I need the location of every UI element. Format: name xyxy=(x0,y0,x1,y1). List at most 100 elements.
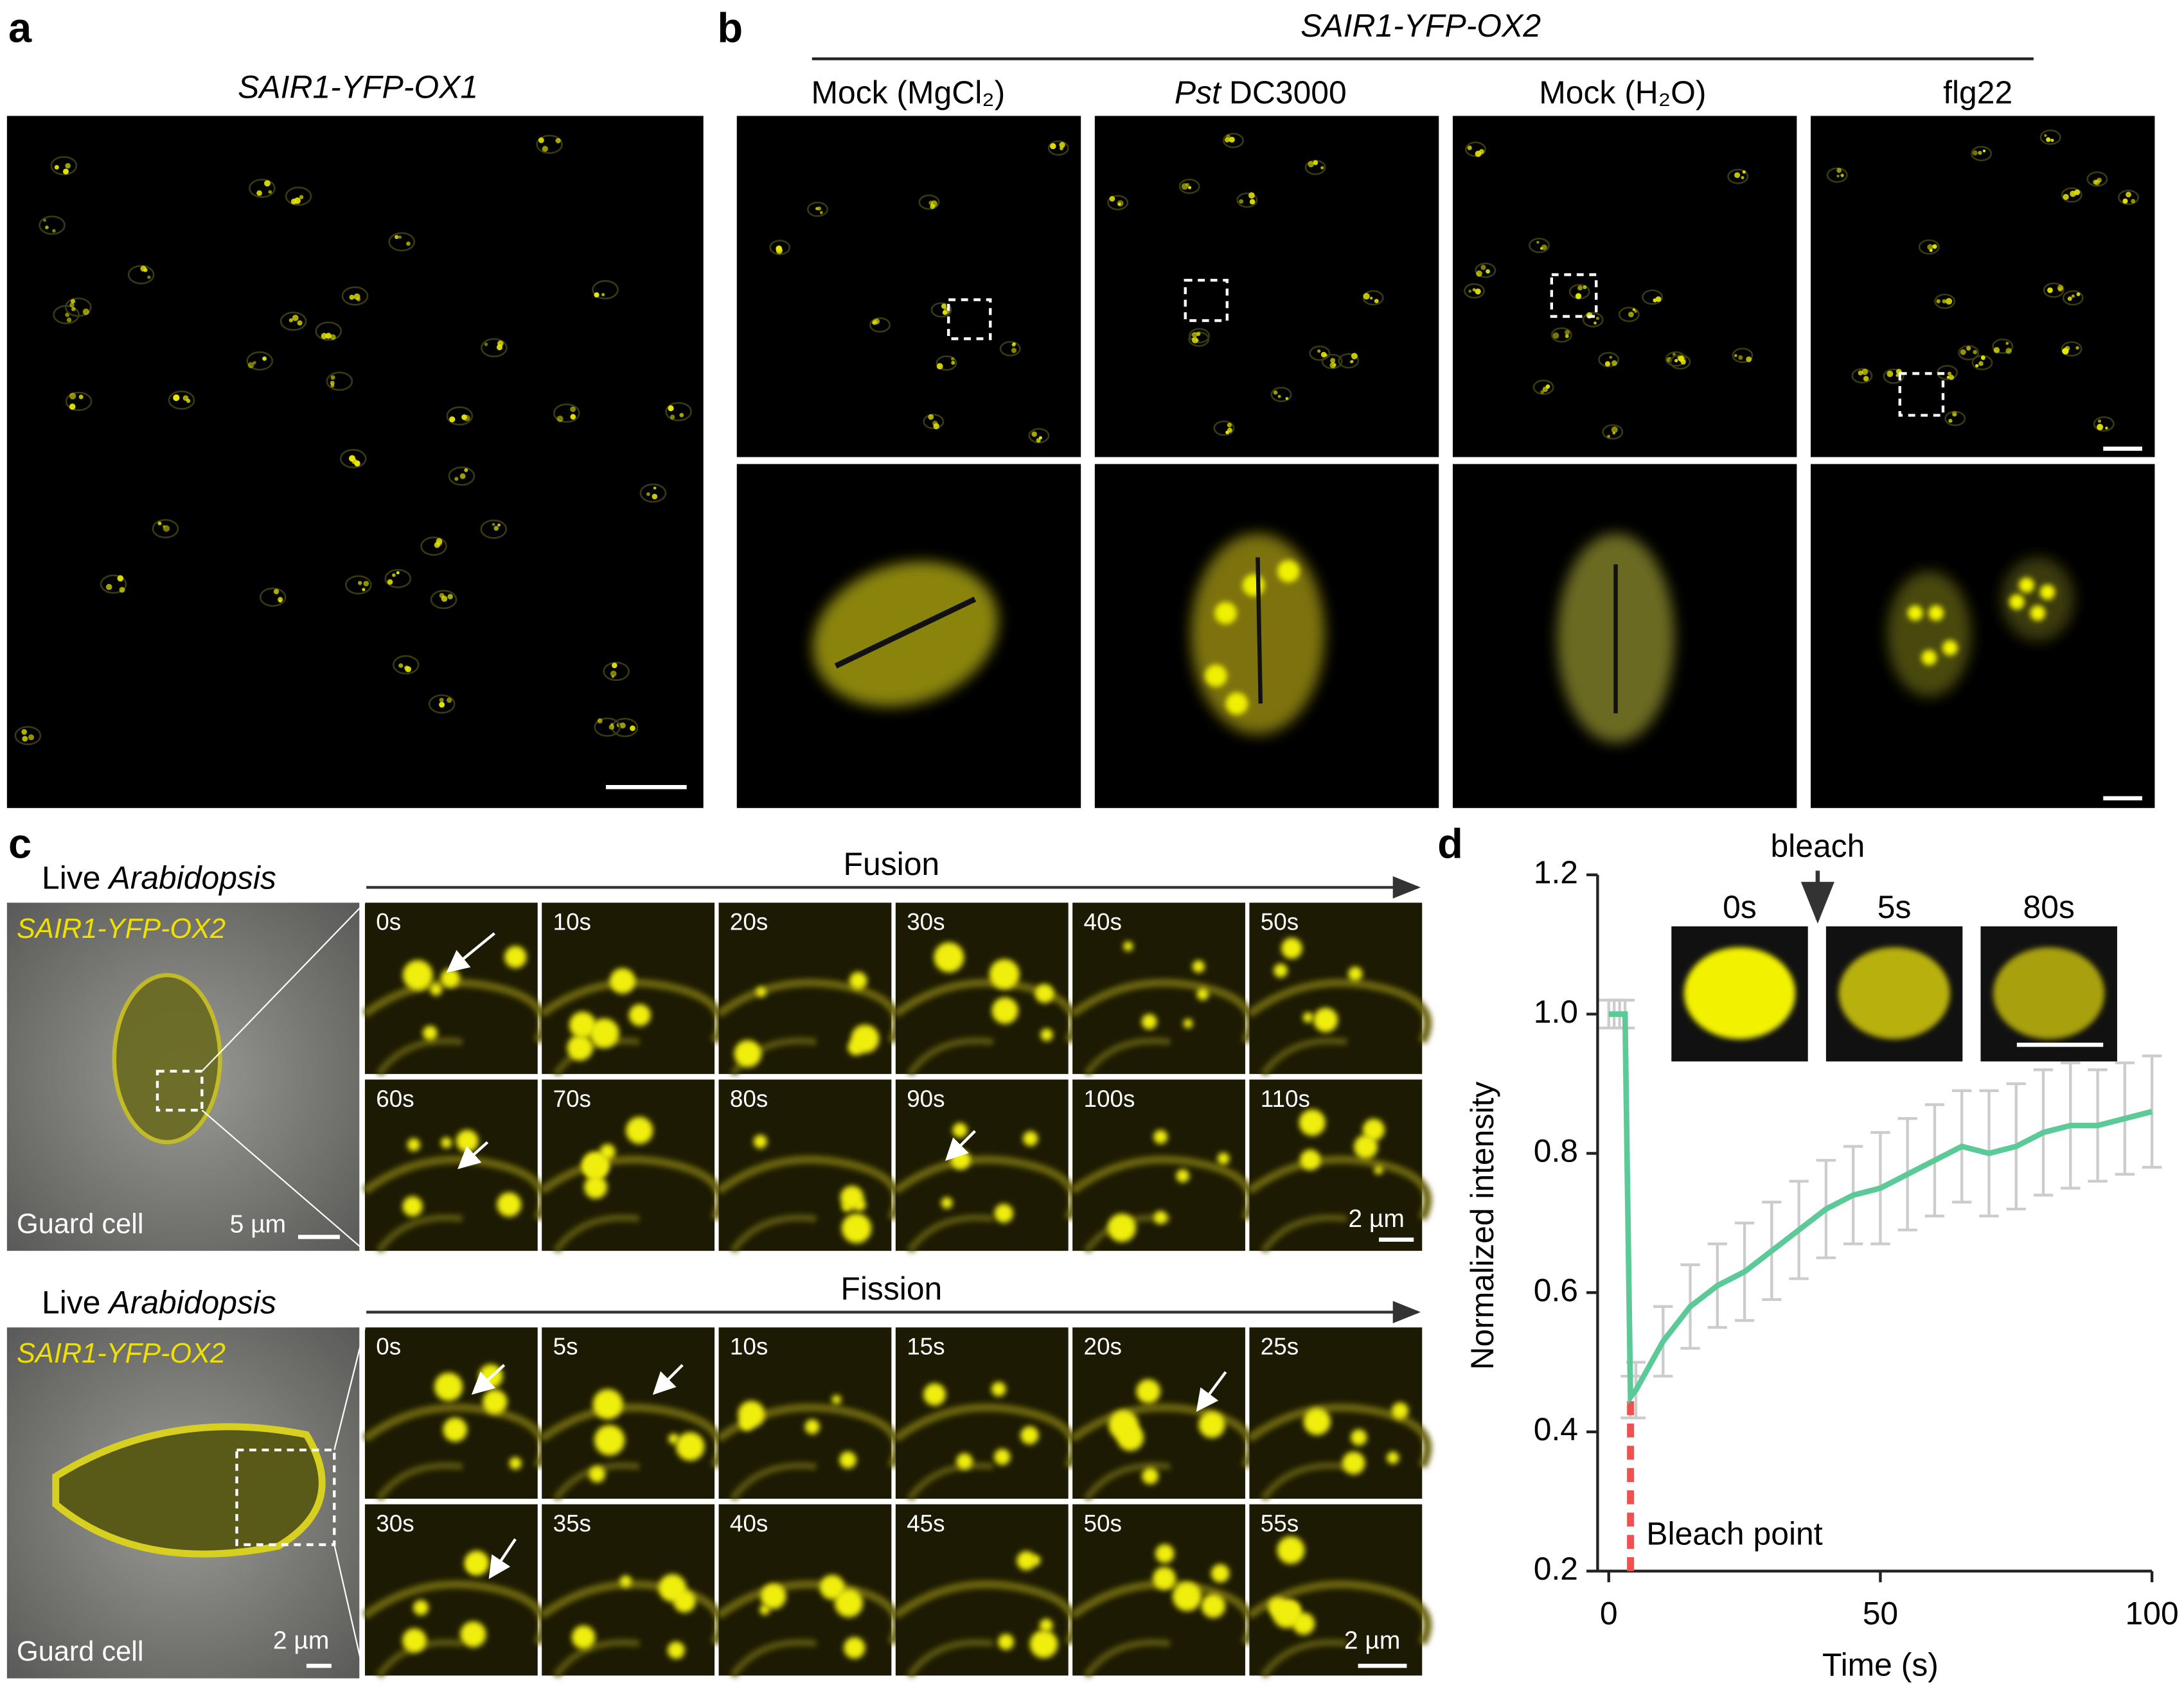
condensate xyxy=(556,415,564,422)
condensate xyxy=(1840,173,1844,177)
condensate xyxy=(1683,947,1796,1039)
condensate xyxy=(439,593,445,599)
x-tick-label: 100 xyxy=(2126,1595,2179,1631)
column-header: flg22 xyxy=(1943,75,2012,110)
stoma xyxy=(384,569,412,588)
pore xyxy=(834,596,977,669)
condensate xyxy=(542,146,548,152)
condensate xyxy=(353,293,360,300)
condensate xyxy=(1628,312,1634,317)
condensate xyxy=(676,1432,705,1461)
micrograph xyxy=(1452,116,1797,457)
membrane xyxy=(1247,1580,1432,1646)
condensate xyxy=(441,1137,452,1149)
condensate xyxy=(43,218,47,222)
time-label: 30s xyxy=(907,908,945,935)
x-tick-label: 0 xyxy=(1600,1595,1618,1631)
condensate xyxy=(1117,1424,1144,1451)
condensate xyxy=(652,493,658,500)
condensate xyxy=(182,395,189,401)
condensate xyxy=(28,734,35,741)
y-tick-label: 0.2 xyxy=(1534,1551,1578,1587)
condensate xyxy=(1741,175,1745,179)
stoma xyxy=(1178,179,1200,195)
condensate xyxy=(1993,947,2105,1039)
condensate xyxy=(936,363,943,370)
panel-label: a xyxy=(8,4,32,51)
membrane xyxy=(376,1214,463,1253)
panel-label: d xyxy=(1437,820,1463,867)
condensate xyxy=(262,356,267,361)
condensate xyxy=(2075,346,2079,350)
condensate xyxy=(1226,134,1231,139)
stoma xyxy=(1971,146,1993,162)
condensate xyxy=(330,384,335,388)
condensate xyxy=(253,361,256,365)
membrane xyxy=(1247,978,1432,1045)
condensate xyxy=(668,1433,679,1445)
live-label: Live Arabidopsis xyxy=(42,1285,276,1321)
condensate xyxy=(1552,332,1559,339)
condensate xyxy=(1308,161,1314,168)
stoma xyxy=(1598,351,1620,367)
condensate xyxy=(653,486,657,490)
membrane xyxy=(729,1639,817,1678)
condensate xyxy=(1476,270,1482,277)
condensate xyxy=(1299,1109,1326,1136)
stoma xyxy=(39,215,66,235)
stoma xyxy=(50,155,78,175)
condensate xyxy=(119,587,125,593)
condensate xyxy=(1196,988,1209,1000)
condensate xyxy=(583,1154,608,1179)
stoma xyxy=(448,466,475,486)
stoma xyxy=(392,655,420,675)
stoma xyxy=(1992,339,2014,354)
condensate xyxy=(1227,423,1232,428)
condensate xyxy=(1320,351,1327,358)
condensate xyxy=(1141,1014,1157,1030)
condensate xyxy=(2019,578,2034,593)
condensate xyxy=(1921,649,1937,666)
condensate xyxy=(1632,308,1636,312)
condensate xyxy=(362,588,366,592)
time-label: 80s xyxy=(730,1086,768,1112)
condensate xyxy=(256,190,262,196)
condensate xyxy=(396,571,400,575)
condensate xyxy=(1746,356,1752,362)
condensate xyxy=(1313,1007,1338,1032)
condensate xyxy=(941,303,947,309)
membrane xyxy=(1083,1462,1171,1501)
condensate xyxy=(1040,1028,1053,1041)
panel-label: c xyxy=(8,820,31,867)
condensate xyxy=(117,575,124,582)
stoma xyxy=(1047,140,1069,156)
chart: 0.2 0.4 0.6 0.8 1.0 1.2 0 50 100 Time (s) Normaliz… xyxy=(1464,854,2179,1682)
membrane xyxy=(1247,1403,1432,1469)
condensate xyxy=(460,1621,486,1648)
membrane xyxy=(376,1037,463,1077)
condensate xyxy=(831,1395,842,1405)
condensate xyxy=(1191,332,1198,338)
stoma xyxy=(65,391,93,411)
condensate xyxy=(1227,427,1232,433)
condensate xyxy=(143,268,148,272)
stoma xyxy=(1918,239,1940,255)
stoma xyxy=(1669,354,1691,370)
stoma xyxy=(1338,353,1360,369)
arrow xyxy=(1196,1371,1227,1412)
condensate xyxy=(268,190,272,194)
condensate xyxy=(849,971,867,990)
membrane xyxy=(729,1462,817,1501)
stoma xyxy=(639,483,667,503)
zoom-line xyxy=(201,1109,366,1251)
condensate xyxy=(608,724,615,730)
stoma xyxy=(1189,328,1210,344)
stoma xyxy=(1362,290,1384,306)
stoma xyxy=(1602,424,1624,440)
condensate xyxy=(1317,349,1321,353)
stoma xyxy=(592,280,619,299)
micrograph xyxy=(1811,464,2155,808)
condensate xyxy=(571,1625,596,1649)
time-label: 0s xyxy=(376,908,401,935)
